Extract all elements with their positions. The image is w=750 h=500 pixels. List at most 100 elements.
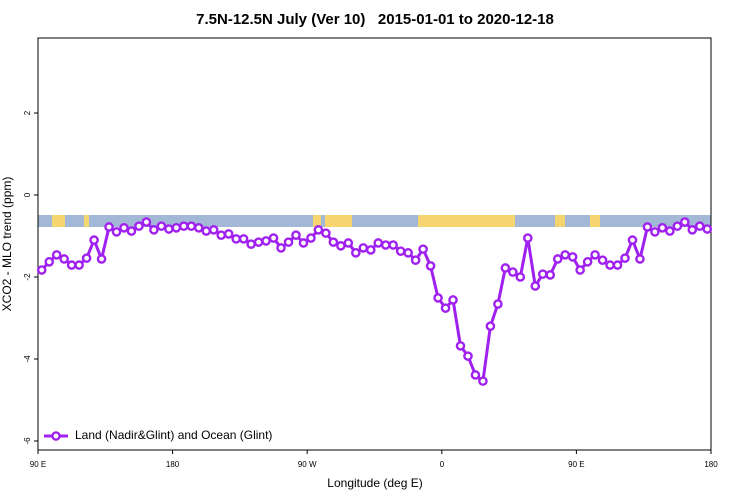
data-point xyxy=(141,217,152,227)
data-point xyxy=(193,223,204,233)
land-patch xyxy=(555,215,565,227)
data-point xyxy=(418,244,428,254)
data-point xyxy=(104,222,114,232)
data-point xyxy=(246,239,256,250)
data-point xyxy=(455,341,466,351)
data-point xyxy=(395,246,406,256)
data-point xyxy=(208,225,219,235)
data-point xyxy=(96,254,107,264)
data-point xyxy=(500,263,511,273)
data-point xyxy=(119,223,129,233)
data-point xyxy=(425,261,436,271)
data-point xyxy=(126,226,137,236)
data-point xyxy=(680,217,690,227)
data-point xyxy=(403,248,413,258)
data-point xyxy=(567,252,578,262)
data-point xyxy=(328,237,339,247)
data-point xyxy=(642,222,653,232)
data-point xyxy=(380,240,391,250)
land-patch xyxy=(590,215,600,227)
data-point xyxy=(530,281,541,291)
data-point xyxy=(223,229,234,239)
plot-frame xyxy=(37,37,712,451)
data-point xyxy=(665,226,675,236)
data-point xyxy=(582,257,593,267)
x-tick-label: 180 xyxy=(166,460,180,469)
data-point xyxy=(171,223,182,233)
data-point xyxy=(687,225,698,235)
y-axis-label: XCO2 - MLO trend (ppm) xyxy=(0,177,14,312)
land-ocean-mask xyxy=(38,215,711,227)
data-point xyxy=(672,221,683,231)
data-point xyxy=(186,221,197,231)
data-point xyxy=(448,295,458,305)
data-point xyxy=(216,230,227,240)
data-point xyxy=(605,260,615,270)
x-tick-label: 90 W xyxy=(298,460,317,469)
data-point xyxy=(388,240,398,250)
data-point xyxy=(358,243,369,253)
data-point xyxy=(694,221,705,231)
data-point xyxy=(575,265,585,275)
data-point xyxy=(51,250,62,260)
land-patch xyxy=(84,215,89,227)
y-tick-label: -2 xyxy=(23,273,32,281)
data-point xyxy=(463,351,473,361)
data-point xyxy=(59,254,69,264)
y-tick-label: 2 xyxy=(23,110,32,115)
data-point xyxy=(627,235,638,245)
ocean-band xyxy=(38,215,711,227)
land-patch xyxy=(52,215,65,227)
data-point xyxy=(478,376,488,386)
data-point xyxy=(351,248,361,258)
data-point xyxy=(111,227,122,237)
data-point xyxy=(291,230,301,240)
data-point xyxy=(545,270,556,280)
data-point xyxy=(343,238,354,248)
data-point xyxy=(253,237,264,247)
data-point xyxy=(440,303,451,313)
data-point xyxy=(522,233,533,243)
data-point xyxy=(89,235,99,245)
land-patch xyxy=(313,215,321,227)
data-point xyxy=(276,243,286,253)
data-point xyxy=(537,269,548,279)
land-patch xyxy=(325,215,352,227)
chart-title: 7.5N-12.5N July (Ver 10) 2015-01-01 to 2… xyxy=(196,11,554,28)
data-point xyxy=(508,267,518,277)
data-point xyxy=(81,253,92,263)
data-point xyxy=(515,272,526,282)
x-tick-label: 180 xyxy=(704,460,718,469)
data-point xyxy=(201,226,212,236)
y-tick-label: -6 xyxy=(23,437,32,445)
data-point xyxy=(298,238,309,248)
data-point xyxy=(410,255,421,265)
data-point xyxy=(321,228,331,238)
data-point xyxy=(313,225,324,235)
x-tick-label: 0 xyxy=(440,460,445,469)
land-patch xyxy=(418,215,515,227)
data-point xyxy=(149,225,159,235)
data-point xyxy=(268,233,279,243)
x-tick-label: 90 E xyxy=(568,460,584,469)
x-axis-label: Longitude (deg E) xyxy=(327,476,422,490)
data-point xyxy=(485,321,496,331)
data-point xyxy=(470,370,481,380)
data-point xyxy=(134,221,144,231)
data-point xyxy=(179,221,189,231)
data-point xyxy=(306,233,316,243)
data-point xyxy=(231,234,241,244)
data-point xyxy=(74,260,84,270)
data-point xyxy=(164,224,174,234)
data-point xyxy=(336,241,346,251)
data-point xyxy=(261,236,271,246)
data-point xyxy=(620,253,630,263)
data-point xyxy=(283,237,294,247)
y-tick-label: 0 xyxy=(23,192,32,197)
data-point xyxy=(702,224,713,234)
data-point xyxy=(597,255,608,265)
data-point xyxy=(373,238,384,248)
data-point xyxy=(36,265,47,275)
data-point xyxy=(590,250,600,260)
